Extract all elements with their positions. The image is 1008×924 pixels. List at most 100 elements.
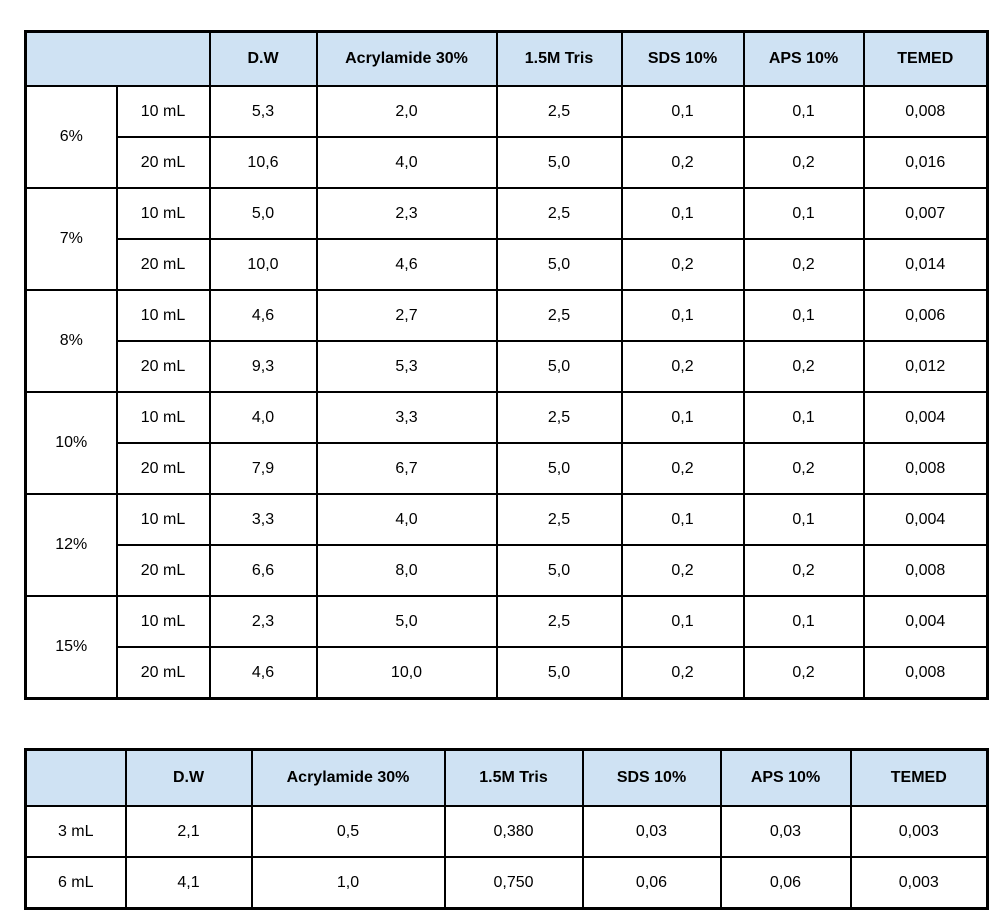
percent-cell: 12% (24, 493, 118, 597)
value-cell: 4,0 (208, 391, 318, 444)
value-cell: 5,3 (208, 85, 318, 138)
value-cell: 0,1 (620, 595, 745, 648)
volume-cell: 10 mL (115, 595, 211, 648)
value-cell: 5,0 (495, 136, 623, 189)
value-cell: 0,750 (443, 856, 584, 910)
table2-blank-header-cell (24, 748, 127, 807)
volume-cell: 20 mL (115, 136, 211, 189)
value-cell: 0,380 (443, 805, 584, 858)
value-cell: 0,2 (620, 238, 745, 291)
value-cell: 2,5 (495, 493, 623, 546)
value-cell: 7,9 (208, 442, 318, 495)
value-cell: 1,0 (250, 856, 446, 910)
value-cell: 0,008 (862, 85, 989, 138)
value-cell: 2,5 (495, 85, 623, 138)
value-cell: 0,007 (862, 187, 989, 240)
value-cell: 0,003 (849, 805, 989, 858)
value-cell: 4,6 (208, 289, 318, 342)
table2-header-temed: TEMED (849, 748, 989, 807)
value-cell: 0,004 (862, 595, 989, 648)
value-cell: 0,008 (862, 442, 989, 495)
volume-cell: 10 mL (115, 187, 211, 240)
value-cell: 0,2 (620, 136, 745, 189)
value-cell: 0,2 (620, 442, 745, 495)
value-cell: 0,008 (862, 544, 989, 597)
value-cell: 3,3 (315, 391, 498, 444)
table-row: 6% 10 mL 5,3 2,0 2,5 0,1 0,1 0,008 (24, 85, 989, 189)
table1-header-temed: TEMED (862, 30, 989, 87)
value-cell: 0,2 (742, 136, 865, 189)
value-cell: 0,2 (620, 646, 745, 700)
volume-cell: 20 mL (115, 544, 211, 597)
value-cell: 5,0 (495, 238, 623, 291)
value-cell: 0,1 (742, 289, 865, 342)
value-cell: 2,5 (495, 595, 623, 648)
volume-cell: 20 mL (115, 340, 211, 393)
value-cell: 0,1 (620, 187, 745, 240)
value-cell: 0,1 (620, 85, 745, 138)
value-cell: 0,03 (581, 805, 722, 858)
value-cell: 0,1 (742, 595, 865, 648)
value-cell: 0,1 (742, 493, 865, 546)
value-cell: 2,5 (495, 289, 623, 342)
value-cell: 10,6 (208, 136, 318, 189)
value-cell: 10,0 (208, 238, 318, 291)
value-cell: 0,004 (862, 391, 989, 444)
volume-cell: 3 mL (24, 805, 127, 858)
volume-cell: 10 mL (115, 493, 211, 546)
table2-header-row: D.W Acrylamide 30% 1.5M Tris SDS 10% APS… (24, 748, 989, 807)
table2-header-acrylamide: Acrylamide 30% (250, 748, 446, 807)
value-cell: 4,1 (124, 856, 253, 910)
value-cell: 0,1 (742, 187, 865, 240)
volume-cell: 20 mL (115, 646, 211, 700)
table2-header-sds: SDS 10% (581, 748, 722, 807)
table-row: 20 mL 4,6 10,0 5,0 0,2 0,2 0,008 (26, 646, 989, 700)
volume-cell: 20 mL (115, 442, 211, 495)
value-cell: 9,3 (208, 340, 318, 393)
value-cell: 0,2 (742, 238, 865, 291)
stacking-gel-recipe-table: D.W Acrylamide 30% 1.5M Tris SDS 10% APS… (24, 748, 989, 910)
value-cell: 0,2 (742, 340, 865, 393)
value-cell: 0,2 (620, 340, 745, 393)
value-cell: 0,2 (742, 646, 865, 700)
value-cell: 0,2 (742, 544, 865, 597)
volume-cell: 20 mL (115, 238, 211, 291)
value-cell: 2,5 (495, 391, 623, 444)
value-cell: 0,1 (620, 391, 745, 444)
value-cell: 0,5 (250, 805, 446, 858)
value-cell: 0,012 (862, 340, 989, 393)
value-cell: 0,008 (862, 646, 989, 700)
table-row: 12% 10 mL 3,3 4,0 2,5 0,1 0,1 0,004 (24, 493, 989, 597)
value-cell: 4,6 (315, 238, 498, 291)
value-cell: 2,5 (495, 187, 623, 240)
table1-header-sds: SDS 10% (620, 30, 745, 87)
value-cell: 5,3 (315, 340, 498, 393)
volume-cell: 10 mL (115, 289, 211, 342)
value-cell: 0,1 (620, 493, 745, 546)
value-cell: 0,016 (862, 136, 989, 189)
value-cell: 0,006 (862, 289, 989, 342)
table-row: 20 mL 6,6 8,0 5,0 0,2 0,2 0,008 (26, 544, 989, 597)
value-cell: 4,0 (315, 136, 498, 189)
value-cell: 4,0 (315, 493, 498, 546)
table-row: 20 mL 9,3 5,3 5,0 0,2 0,2 0,012 (26, 340, 989, 393)
value-cell: 2,7 (315, 289, 498, 342)
table2-header-aps: APS 10% (719, 748, 852, 807)
percent-cell: 10% (24, 391, 118, 495)
value-cell: 0,014 (862, 238, 989, 291)
table1-header-tris: 1.5M Tris (495, 30, 623, 87)
percent-cell: 8% (24, 289, 118, 393)
value-cell: 5,0 (495, 340, 623, 393)
table-row: 20 mL 10,0 4,6 5,0 0,2 0,2 0,014 (26, 238, 989, 291)
table-row: 3 mL 2,1 0,5 0,380 0,03 0,03 0,003 (24, 805, 989, 858)
value-cell: 10,0 (315, 646, 498, 700)
table2-header-dw: D.W (124, 748, 253, 807)
table-row: 7% 10 mL 5,0 2,3 2,5 0,1 0,1 0,007 (24, 187, 989, 291)
value-cell: 5,0 (495, 544, 623, 597)
table1-header-aps: APS 10% (742, 30, 865, 87)
table-row: 15% 10 mL 2,3 5,0 2,5 0,1 0,1 0,004 (24, 595, 989, 700)
table-row: 20 mL 7,9 6,7 5,0 0,2 0,2 0,008 (26, 442, 989, 495)
value-cell: 0,03 (719, 805, 852, 858)
value-cell: 6,6 (208, 544, 318, 597)
